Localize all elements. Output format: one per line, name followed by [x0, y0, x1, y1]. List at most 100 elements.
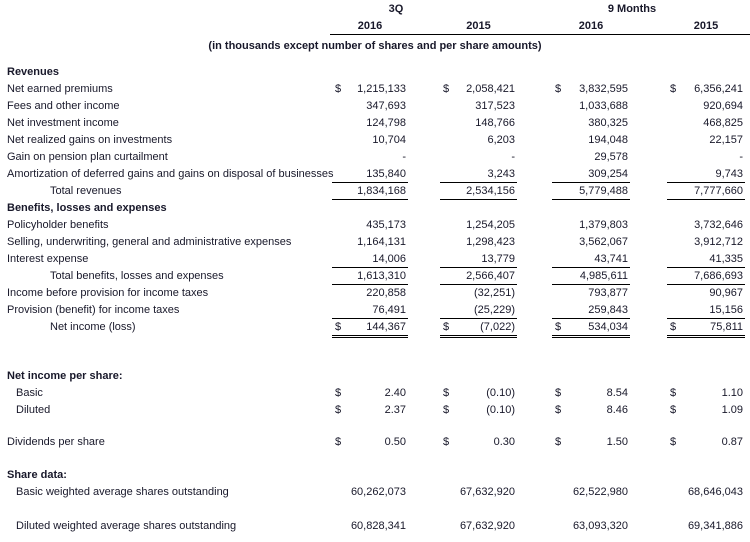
value-cell: 4,985,611 — [552, 268, 630, 285]
value-cell: 148,766 — [440, 115, 517, 132]
table-row: Total benefits, losses and expenses 1,613… — [0, 268, 750, 285]
cell-value: 534,034 — [588, 321, 628, 333]
row-spacer — [0, 336, 750, 368]
value-cell: 468,825 — [667, 115, 745, 132]
cell-value: 2,058,421 — [466, 83, 515, 95]
year-column-header: 2015 — [693, 20, 719, 32]
cell-value: 1.09 — [721, 404, 743, 416]
cell-value: 7,777,660 — [694, 185, 743, 197]
value-cell: 2,566,407 — [440, 268, 517, 285]
cell-value: 220,858 — [366, 287, 406, 299]
table-row: Policyholder benefits 435,173 1,254,205 1,3… — [0, 217, 750, 234]
cell-value: 920,694 — [703, 100, 743, 112]
cell-value: 1,298,423 — [466, 236, 515, 248]
value-cell: 15,156 — [667, 302, 745, 319]
value-cell: 10,704 — [332, 132, 408, 149]
value-cell: $534,034 — [552, 319, 630, 338]
value-cell: 920,694 — [667, 98, 745, 115]
table-row: Share data: — [0, 467, 750, 484]
table-row: Provision (benefit) for income taxes 76,4… — [0, 302, 750, 319]
row-label: Selling, underwriting, general and admin… — [7, 236, 292, 248]
value-cell: 43,741 — [552, 251, 630, 268]
period-group-3q: 3Q — [388, 3, 404, 15]
currency-symbol: $ — [335, 436, 342, 448]
row-label: Amortization of deferred gains and gains… — [7, 168, 334, 180]
value-cell: $ (0.10) — [440, 385, 517, 402]
value-cell: $2.40 — [332, 385, 408, 402]
period-group-9months: 9 Months — [607, 3, 657, 15]
cell-value: 9,743 — [715, 168, 743, 180]
currency-symbol: $ — [335, 321, 342, 333]
table-row: Net earned premiums $1,215,133 $2,058,421 $… — [0, 81, 750, 98]
cell-value: 124,798 — [366, 117, 406, 129]
cell-value: 6,356,241 — [694, 83, 743, 95]
units-note: (in thousands except number of shares an… — [208, 40, 542, 52]
cell-value: 1,254,205 — [466, 219, 515, 231]
row-label: Basic weighted average shares outstandin… — [16, 486, 229, 498]
value-cell: $144,367 — [332, 319, 408, 338]
currency-symbol: $ — [670, 83, 677, 95]
cell-value: 13,779 — [481, 253, 515, 265]
cell-value: - — [511, 151, 515, 163]
value-cell: 3,243 — [440, 166, 517, 183]
currency-symbol: $ — [443, 404, 450, 416]
value-cell: 76,491 — [332, 302, 408, 319]
cell-value: 62,522,980 — [572, 486, 628, 498]
value-cell: 380,325 — [552, 115, 630, 132]
table-row: Net realized gains on investments 10,704 6… — [0, 132, 750, 149]
cell-value: 1.10 — [721, 387, 743, 399]
value-cell: - — [332, 149, 408, 166]
value-cell: $75,811 — [667, 319, 745, 338]
value-cell: 6,203 — [440, 132, 517, 149]
value-cell: 69,341,886 — [667, 518, 745, 535]
cell-value: 67,632,920 — [459, 520, 515, 532]
value-cell: 347,693 — [332, 98, 408, 115]
cell-value: 2,566,407 — [466, 270, 515, 282]
table-row: Basic weighted average shares outstandin… — [0, 484, 750, 501]
value-cell: 3,912,712 — [667, 234, 745, 251]
value-cell: 41,335 — [667, 251, 745, 268]
cell-value: (0.10) — [486, 387, 515, 399]
cell-value: 0.87 — [721, 436, 743, 448]
value-cell: 29,578 — [552, 149, 630, 166]
table-row: Basic $2.40 $ (0.10) $8.54 $1.10 — [0, 385, 750, 402]
value-cell: 3,562,067 — [552, 234, 630, 251]
value-cell: $ (0.10) — [440, 402, 517, 419]
value-cell: 60,828,341 — [332, 518, 408, 535]
value-cell: 194,048 — [552, 132, 630, 149]
row-label: Basic — [16, 387, 43, 399]
cell-value: - — [402, 151, 406, 163]
value-cell: 259,843 — [552, 302, 630, 319]
row-label: Diluted weighted average shares outstand… — [16, 520, 237, 532]
year-column-header: 2015 — [466, 20, 491, 32]
currency-symbol: $ — [335, 83, 342, 95]
cell-value: 7,686,693 — [694, 270, 743, 282]
cell-value: 76,491 — [372, 304, 406, 316]
value-cell: 5,779,488 — [552, 183, 630, 200]
cell-value: 1,379,803 — [579, 219, 628, 231]
cell-value: 10,704 — [372, 134, 406, 146]
currency-symbol: $ — [670, 436, 677, 448]
value-cell: 1,613,310 — [332, 268, 408, 285]
value-cell: 60,262,073 — [332, 484, 408, 501]
value-cell: - — [440, 149, 517, 166]
currency-symbol: $ — [335, 387, 342, 399]
value-cell: 1,254,205 — [440, 217, 517, 234]
year-column-header: 2016 — [357, 20, 383, 32]
value-cell: 1,379,803 — [552, 217, 630, 234]
table-row: Dividends per share $0.50 $0.30 $1.50 $0.87 — [0, 434, 750, 451]
cell-value: - — [739, 151, 743, 163]
currency-symbol: $ — [555, 83, 562, 95]
value-cell: $ (7,022) — [440, 319, 517, 338]
row-spacer — [0, 419, 750, 434]
row-label: Net realized gains on investments — [7, 134, 173, 146]
value-cell: 7,686,693 — [667, 268, 745, 285]
header-rule — [330, 34, 750, 35]
value-cell: 9,743 — [667, 166, 745, 183]
cell-value: 29,578 — [594, 151, 628, 163]
value-cell: $6,356,241 — [667, 81, 745, 98]
cell-value: 60,828,341 — [350, 520, 406, 532]
value-cell: $2,058,421 — [440, 81, 517, 98]
cell-value: 3,832,595 — [579, 83, 628, 95]
